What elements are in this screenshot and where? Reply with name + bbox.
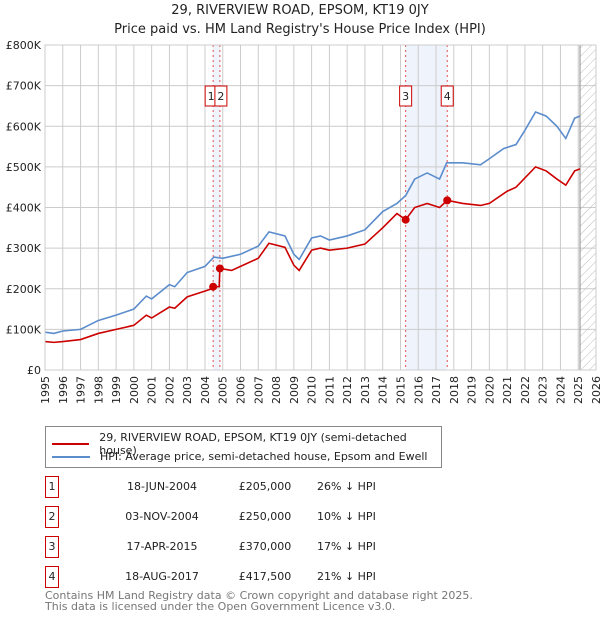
- sale-row: 3 17-APR-2015 £370,000 17% ↓ HPI: [45, 536, 445, 558]
- sale-marker-label: 1: [208, 90, 215, 103]
- x-tick-label: 1996: [57, 376, 70, 404]
- x-tick-label: 2019: [466, 376, 479, 404]
- x-tick-label: 2015: [394, 376, 407, 404]
- price-paid-line: [44, 165, 581, 344]
- y-tick-label: £100K: [6, 323, 42, 336]
- x-tick-label: 2001: [146, 376, 159, 404]
- plot-border: [44, 44, 597, 371]
- y-tick-label: £800K: [6, 39, 42, 52]
- legend: 29, RIVERVIEW ROAD, EPSOM, KT19 0JY (sem…: [45, 426, 442, 468]
- footer: Contains HM Land Registry data © Crown c…: [45, 590, 473, 612]
- sale-point: [209, 282, 218, 291]
- forecast-hatch: [580, 45, 596, 370]
- sale-date: 03-NOV-2004: [125, 510, 199, 523]
- sale-row: 2 03-NOV-2004 £250,000 10% ↓ HPI: [45, 506, 445, 528]
- legend-swatch-blue: [52, 455, 90, 458]
- y-tick-label: £500K: [6, 161, 42, 174]
- sale-marker-label: 2: [217, 90, 224, 103]
- x-tick-label: 2013: [359, 376, 372, 404]
- x-tick-label: 2003: [181, 376, 194, 404]
- sale-point: [401, 215, 410, 224]
- x-tick-label: 2024: [554, 376, 567, 404]
- y-tick-label: £300K: [6, 242, 42, 255]
- x-tick-label: 2002: [163, 376, 176, 404]
- y-tick-label: £200K: [6, 283, 42, 296]
- sale-marker-label: 4: [45, 566, 59, 588]
- y-tick-label: £700K: [6, 80, 42, 93]
- sale-date: 17-APR-2015: [126, 540, 198, 553]
- sale-hpi-diff: 21% ↓ HPI: [317, 570, 376, 583]
- hpi-line: [44, 111, 581, 335]
- y-tick-label: £400K: [6, 202, 42, 215]
- x-tick-label: 2007: [252, 376, 265, 404]
- x-tick-label: 2023: [537, 376, 550, 404]
- sale-marker-label: 2: [45, 506, 59, 528]
- x-tick-label: 2016: [412, 376, 425, 404]
- y-tick-label: £0: [27, 364, 41, 377]
- footer-line-1: Contains HM Land Registry data © Crown c…: [45, 589, 473, 602]
- sale-hpi-diff: 26% ↓ HPI: [317, 480, 376, 493]
- legend-item-hpi: HPI: Average price, semi-detached house,…: [52, 450, 428, 463]
- sale-date: 18-JUN-2004: [126, 480, 198, 493]
- legend-item-property: 29, RIVERVIEW ROAD, EPSOM, KT19 0JY (sem…: [52, 431, 441, 457]
- sale-price: £250,000: [238, 510, 292, 523]
- chart-title: 29, RIVERVIEW ROAD, EPSOM, KT19 0JY: [171, 3, 429, 18]
- sale-marker-label: 3: [45, 536, 59, 558]
- x-tick-label: 2020: [483, 376, 496, 404]
- x-tick-label: 2021: [501, 376, 514, 404]
- x-tick-label: 2010: [306, 376, 319, 404]
- legend-label: HPI: Average price, semi-detached house,…: [100, 450, 428, 463]
- x-tick-label: 2005: [217, 376, 230, 404]
- sale-hpi-diff: 17% ↓ HPI: [317, 540, 376, 553]
- sale-point: [215, 264, 224, 273]
- x-tick-label: 2017: [430, 376, 443, 404]
- chart-subtitle: Price paid vs. HM Land Registry's House …: [114, 22, 486, 37]
- sale-row: 1 18-JUN-2004 £205,000 26% ↓ HPI: [45, 476, 445, 498]
- sale-price: £370,000: [238, 540, 292, 553]
- legend-swatch-red: [52, 443, 90, 445]
- x-tick-label: 2000: [128, 376, 141, 404]
- x-tick-label: 2025: [572, 376, 585, 404]
- sale-hpi-diff: 10% ↓ HPI: [317, 510, 376, 523]
- x-tick-label: 2006: [235, 376, 248, 404]
- sale-marker-box: [214, 85, 228, 107]
- sale-marker-box: [440, 85, 454, 107]
- x-tick-label: 2018: [448, 376, 461, 404]
- footer-line-2: This data is licensed under the Open Gov…: [45, 600, 396, 613]
- x-tick-label: 2022: [519, 376, 532, 404]
- sale-row: 4 18-AUG-2017 £417,500 21% ↓ HPI: [45, 566, 445, 588]
- x-tick-label: 2008: [270, 376, 283, 404]
- sale-point: [443, 196, 452, 205]
- x-tick-label: 1997: [75, 376, 88, 404]
- x-tick-label: 1998: [92, 376, 105, 404]
- sale-marker-label: 3: [402, 90, 409, 103]
- x-tick-label: 2009: [288, 376, 301, 404]
- plot-area: 1995 1996 1997 1998 1999 2000 2001 2002 2003 2004…: [6, 39, 600, 404]
- x-tick-label: 1999: [110, 376, 123, 404]
- x-tick-label: 2026: [590, 376, 600, 404]
- sale-marker-label: 4: [444, 90, 451, 103]
- sale-date: 18-AUG-2017: [125, 570, 199, 583]
- x-tick-label: 2014: [377, 376, 390, 404]
- x-tick-label: 1995: [39, 376, 52, 404]
- sale-marker-label: 1: [45, 476, 59, 498]
- x-tick-label: 2004: [199, 376, 212, 404]
- legend-label: 29, RIVERVIEW ROAD, EPSOM, KT19 0JY (sem…: [99, 431, 407, 457]
- y-tick-label: £600K: [6, 120, 42, 133]
- sale-price: £205,000: [238, 480, 292, 493]
- sale-price: £417,500: [238, 570, 292, 583]
- sale-marker-box: [399, 85, 413, 107]
- x-tick-label: 2012: [341, 376, 354, 404]
- x-tick-label: 2011: [323, 376, 336, 404]
